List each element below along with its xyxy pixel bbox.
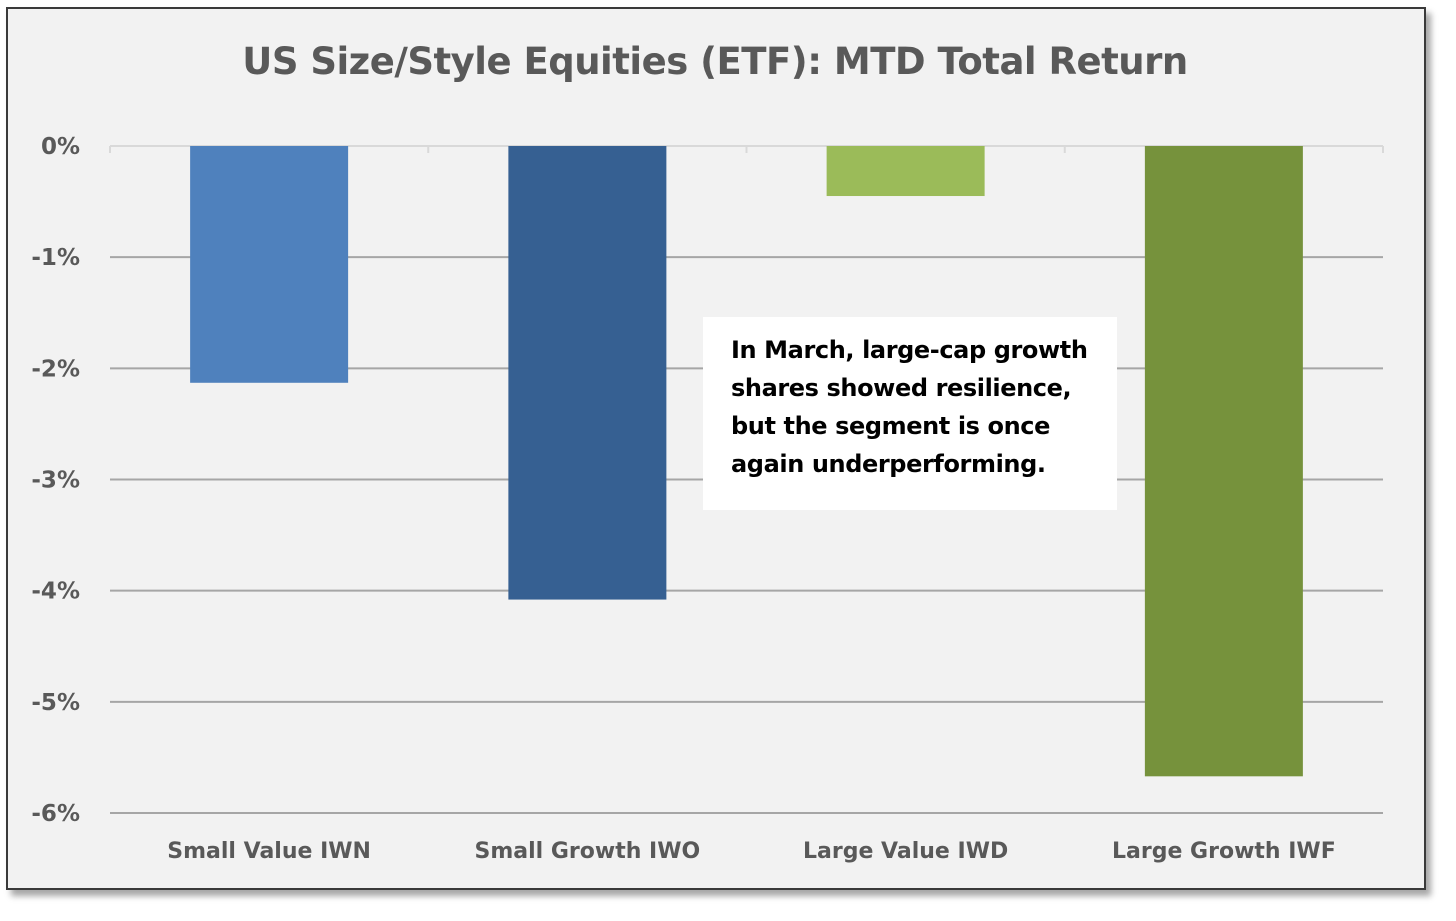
y-tick-label: -6%	[31, 801, 80, 827]
y-tick-label: -1%	[31, 245, 80, 271]
bar-large-value-iwd	[826, 146, 985, 197]
y-axis-ticks: 0% -1% -2% -3% -4% -5% -6%	[31, 134, 80, 827]
category-label: Small Growth IWO	[475, 839, 701, 864]
y-tick-label: -2%	[31, 356, 80, 382]
bar-large-growth-iwf	[1144, 146, 1303, 777]
x-axis-categories: Small Value IWN Small Growth IWO Large Val…	[167, 839, 1335, 864]
annotation-box: In March, large-cap growth shares showed…	[703, 317, 1117, 510]
chart-title: US Size/Style Equities (ETF): MTD Total …	[242, 40, 1188, 83]
bar-small-value-iwn	[190, 146, 349, 383]
y-tick-label: 0%	[41, 134, 80, 160]
bars	[190, 146, 1303, 777]
y-tick-label: -5%	[31, 690, 80, 716]
category-label: Large Value IWD	[803, 839, 1008, 864]
category-label: Large Growth IWF	[1112, 839, 1336, 864]
y-tick-label: -4%	[31, 579, 80, 605]
y-tick-label: -3%	[31, 468, 80, 494]
category-label: Small Value IWN	[167, 839, 371, 864]
bar-small-growth-iwo	[508, 146, 667, 600]
